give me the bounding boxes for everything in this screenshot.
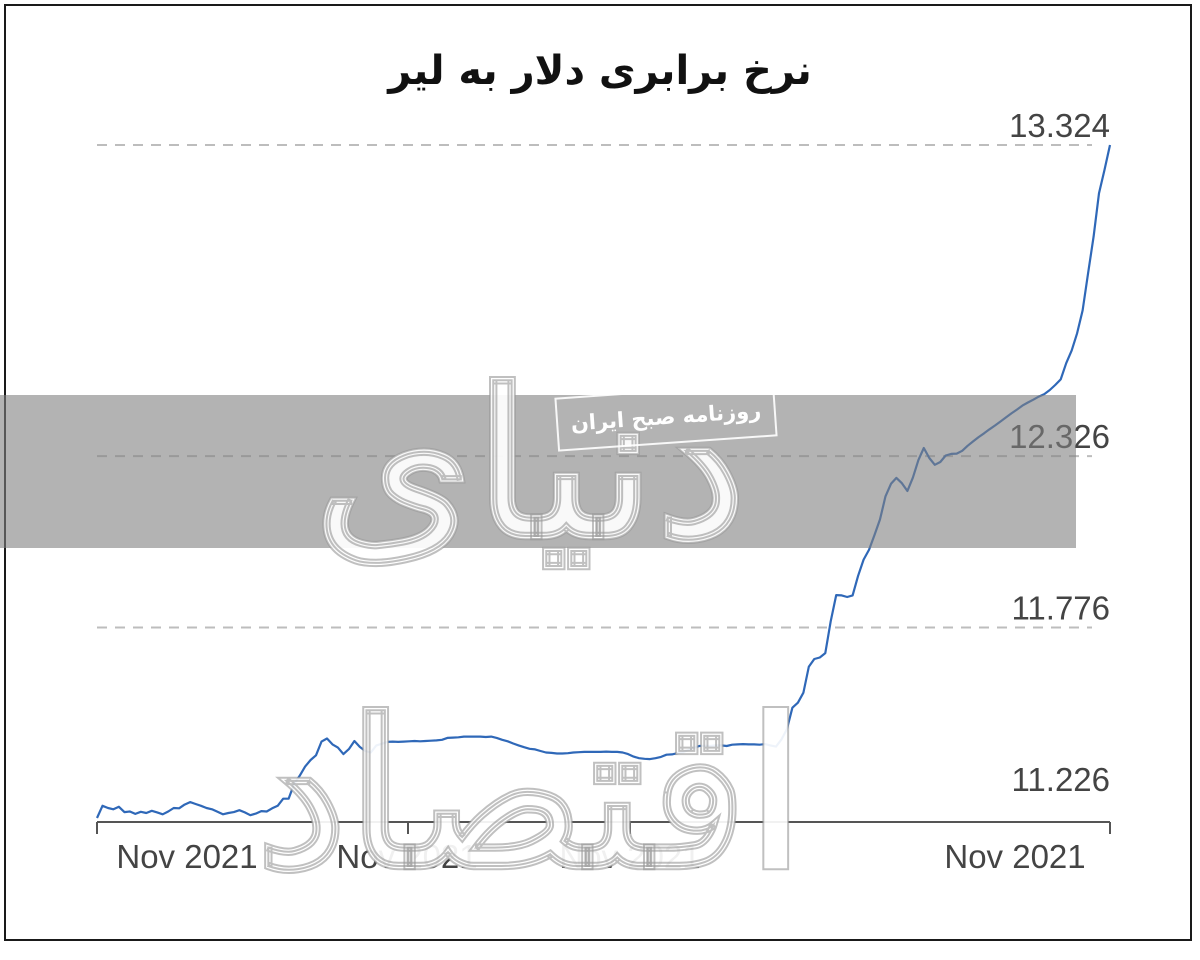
data-point — [1098, 192, 1100, 194]
data-point — [134, 813, 136, 815]
data-point — [813, 658, 815, 660]
y-tick-label: 11.776 — [1012, 590, 1110, 627]
data-point — [151, 810, 153, 812]
data-point — [96, 817, 98, 819]
data-point — [819, 657, 821, 659]
data-point — [1054, 384, 1056, 386]
data-point — [189, 801, 191, 803]
data-point — [1060, 378, 1062, 380]
data-point — [227, 812, 229, 814]
data-point — [173, 807, 175, 809]
x-tick-label: Nov 2021 — [116, 838, 257, 875]
data-point — [1109, 144, 1111, 146]
data-point — [233, 811, 235, 813]
x-tick-label: Nov 2021 — [336, 838, 477, 875]
data-point — [129, 811, 131, 813]
data-point — [178, 807, 180, 809]
watermark-band — [0, 395, 1076, 548]
data-point — [1082, 310, 1084, 312]
data-point — [1093, 236, 1095, 238]
x-axis — [96, 821, 1111, 834]
data-point — [206, 807, 208, 809]
data-point — [824, 652, 826, 654]
data-point — [184, 804, 186, 806]
data-point — [200, 805, 202, 807]
data-point — [244, 811, 246, 813]
data-point — [1076, 332, 1078, 334]
data-point — [1065, 362, 1067, 364]
data-point — [167, 811, 169, 813]
chart-title: نرخ برابری دلار به لیر — [388, 48, 812, 94]
data-point — [118, 806, 120, 808]
x-tick-label: Nov 2021 — [944, 838, 1085, 875]
data-point — [211, 808, 213, 810]
data-point — [1104, 169, 1106, 171]
data-point — [222, 813, 224, 815]
watermark-logo: دنیای اقتصاد — [255, 344, 809, 916]
y-tick-label: 11.226 — [1012, 761, 1110, 798]
data-point — [102, 805, 104, 807]
data-point — [217, 811, 219, 813]
data-point — [808, 666, 810, 668]
data-point — [123, 811, 125, 813]
data-point — [195, 803, 197, 805]
data-point — [162, 813, 164, 815]
data-point — [107, 807, 109, 809]
data-point — [1087, 272, 1089, 274]
y-tick-label: 13.324 — [1009, 107, 1110, 144]
x-tick-label: Nov 2021 — [559, 838, 700, 875]
data-point — [156, 811, 158, 813]
data-point — [140, 811, 142, 813]
data-point — [1071, 349, 1073, 351]
data-point — [1049, 389, 1051, 391]
data-point — [249, 814, 251, 816]
data-point — [112, 808, 114, 810]
data-point — [145, 812, 147, 814]
data-point — [238, 809, 240, 811]
x-tick-labels: Nov 2021 Nov 2021 Nov 2021 Nov 2021 — [116, 838, 1085, 875]
